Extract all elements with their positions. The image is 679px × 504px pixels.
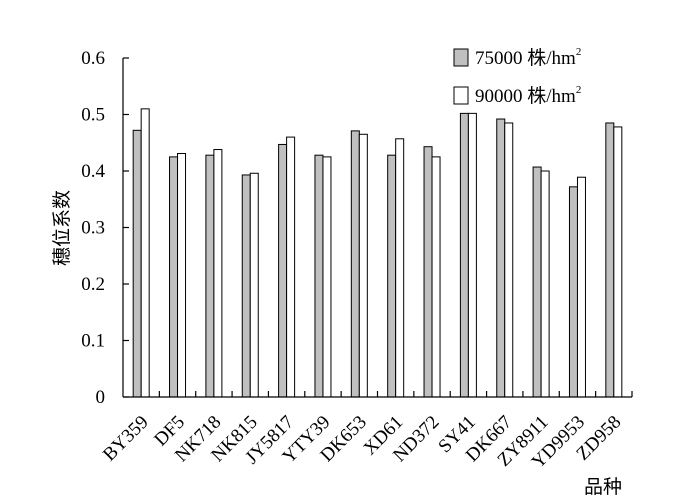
y-axis-title: 穗位系数 (51, 190, 73, 266)
bar-series2-zy8911 (540, 170, 550, 398)
bar-series2-yd9953 (576, 176, 586, 398)
bar-series1-zy8911 (532, 166, 542, 398)
y-tick-label: 0.6 (81, 48, 105, 69)
bar-series1-df5 (169, 156, 179, 398)
y-ticks-group: 0 0.1 0.2 0.3 0.4 0.5 0.6 (81, 48, 105, 408)
legend-label-1: 75000 株/hm2 (475, 46, 581, 69)
bar-series2-nk718 (213, 149, 223, 398)
bar-series1-jy5817 (278, 143, 288, 398)
y-tick-label: 0.1 (81, 331, 105, 352)
legend-swatch-2 (453, 86, 469, 105)
axes-group (122, 57, 633, 398)
legend-label-2: 90000 株/hm2 (475, 84, 581, 107)
legend-superscript: 2 (576, 46, 582, 58)
x-category-label: BY359 (99, 412, 153, 466)
bar-series1-by359 (132, 129, 142, 398)
bars-group (132, 108, 623, 398)
y-tick-label: 0.4 (81, 161, 105, 182)
bar-series2-yty39 (322, 156, 332, 398)
bar-series2-nk815 (249, 172, 259, 398)
legend-swatch-1 (453, 48, 469, 67)
bar-series1-dk653 (350, 130, 360, 398)
bar-series1-yd9953 (568, 186, 578, 398)
bar-series1-nk815 (241, 174, 251, 398)
bar-series2-by359 (140, 108, 150, 398)
bar-series1-zd958 (605, 122, 615, 398)
y-tick-label: 0 (96, 387, 106, 408)
bar-series2-dk653 (358, 133, 368, 398)
bar-series2-zd958 (613, 126, 623, 398)
y-tick-label: 0.3 (81, 218, 105, 239)
bar-series2-dk667 (504, 122, 514, 398)
bar-series2-jy5817 (286, 136, 296, 398)
bar-series2-xd61 (395, 138, 405, 398)
bar-series1-xd61 (387, 154, 397, 398)
x-axis-title: 品种 (584, 476, 622, 498)
bar-series2-sy41 (467, 112, 477, 398)
bar-series2-nd372 (431, 156, 441, 398)
y-tick-label: 0.5 (81, 105, 105, 126)
y-tick-label: 0.2 (81, 274, 105, 295)
bar-series2-df5 (177, 152, 187, 398)
bar-series1-sy41 (459, 112, 469, 398)
bar-series1-yty39 (314, 154, 324, 398)
x-categories-group: BY359DF5NK718NK815JY5817YTY39DK653XD61ND… (99, 412, 625, 473)
bar-series1-nd372 (423, 146, 433, 398)
legend: 75000 株/hm2 90000 株/hm2 (453, 46, 581, 107)
bar-series1-nk718 (205, 154, 215, 398)
bar-series1-dk667 (496, 118, 506, 398)
legend-superscript: 2 (576, 84, 582, 96)
